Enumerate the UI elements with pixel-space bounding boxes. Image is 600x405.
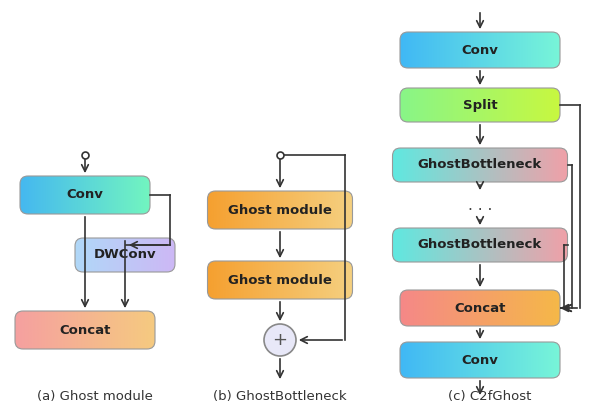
Text: . . .: . . . bbox=[468, 198, 492, 213]
Text: (c) C2fGhost: (c) C2fGhost bbox=[448, 390, 532, 403]
Text: Concat: Concat bbox=[59, 324, 110, 337]
Text: Ghost module: Ghost module bbox=[228, 273, 332, 286]
Text: Conv: Conv bbox=[67, 188, 103, 202]
Text: GhostBottleneck: GhostBottleneck bbox=[418, 239, 542, 252]
Text: GhostBottleneck: GhostBottleneck bbox=[418, 158, 542, 171]
Text: (a) Ghost module: (a) Ghost module bbox=[37, 390, 153, 403]
Text: +: + bbox=[272, 331, 287, 349]
Text: Ghost module: Ghost module bbox=[228, 203, 332, 217]
Text: Conv: Conv bbox=[461, 43, 499, 57]
Text: DWConv: DWConv bbox=[94, 249, 157, 262]
Circle shape bbox=[264, 324, 296, 356]
Text: Split: Split bbox=[463, 98, 497, 111]
Text: Conv: Conv bbox=[461, 354, 499, 367]
Text: Concat: Concat bbox=[454, 301, 506, 315]
Text: (b) GhostBottleneck: (b) GhostBottleneck bbox=[213, 390, 347, 403]
